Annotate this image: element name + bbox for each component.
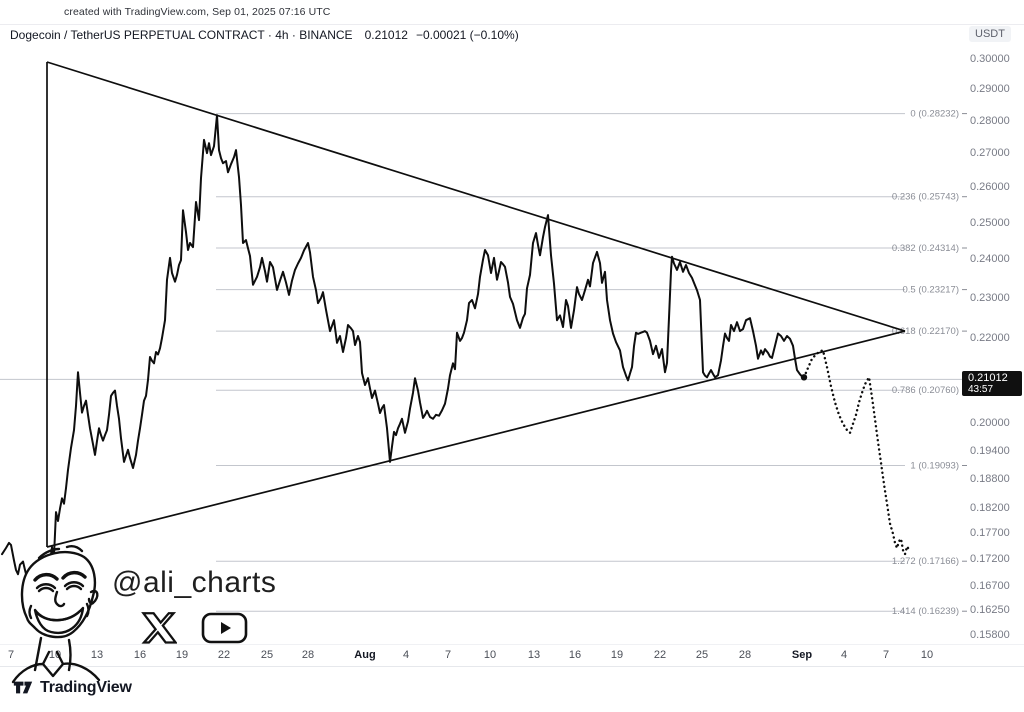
created-with-text: created with TradingView.com, Sep 01, 20…: [64, 6, 331, 18]
price-axis-currency[interactable]: USDT: [969, 26, 1011, 42]
tradingview-logo[interactable]: TradingView: [12, 677, 132, 699]
time-axis-separator: [0, 644, 1024, 645]
tradingview-wordmark: TradingView: [40, 679, 132, 696]
price-change-value: −0.00021 (−0.10%): [415, 28, 519, 42]
fib-level-label: 0.382 (0.24314): [892, 243, 959, 254]
fib-level-label: 0.236 (0.25743): [892, 192, 959, 203]
symbol-title[interactable]: Dogecoin / TetherUS PERPETUAL CONTRACT ·…: [10, 28, 353, 42]
last-price-dot: [800, 374, 808, 381]
projection-dotted-line: [802, 349, 910, 556]
fib-level-label: 1 (0.19093): [910, 461, 959, 472]
fib-level-label: 0.786 (0.20760): [892, 385, 959, 396]
bar-countdown: 43:57: [968, 384, 994, 395]
last-price-badge[interactable]: 0.21012 43:57: [962, 371, 1022, 396]
fib-level-label: 1.272 (0.17166): [892, 556, 959, 567]
wedge-upper-trendline: [46, 61, 906, 332]
fib-level-label: 0.618 (0.22170): [892, 326, 959, 337]
created-with-bar: created with TradingView.com, Sep 01, 20…: [0, 0, 1024, 25]
price-line: [1, 114, 805, 614]
symbol-legend: Dogecoin / TetherUS PERPETUAL CONTRACT ·…: [10, 28, 519, 42]
wedge-lower-trendline: [46, 330, 906, 548]
last-price-badge-value: 0.21012: [968, 372, 1008, 384]
last-price-value: 0.21012: [364, 28, 408, 42]
footer-separator: [0, 666, 1024, 667]
fib-level-label: 1.414 (0.16239): [892, 606, 959, 617]
fib-level-label: 0.5 (0.23217): [902, 285, 959, 296]
tradingview-mark-icon: [13, 681, 33, 694]
fib-level-label: 0 (0.28232): [910, 109, 959, 120]
